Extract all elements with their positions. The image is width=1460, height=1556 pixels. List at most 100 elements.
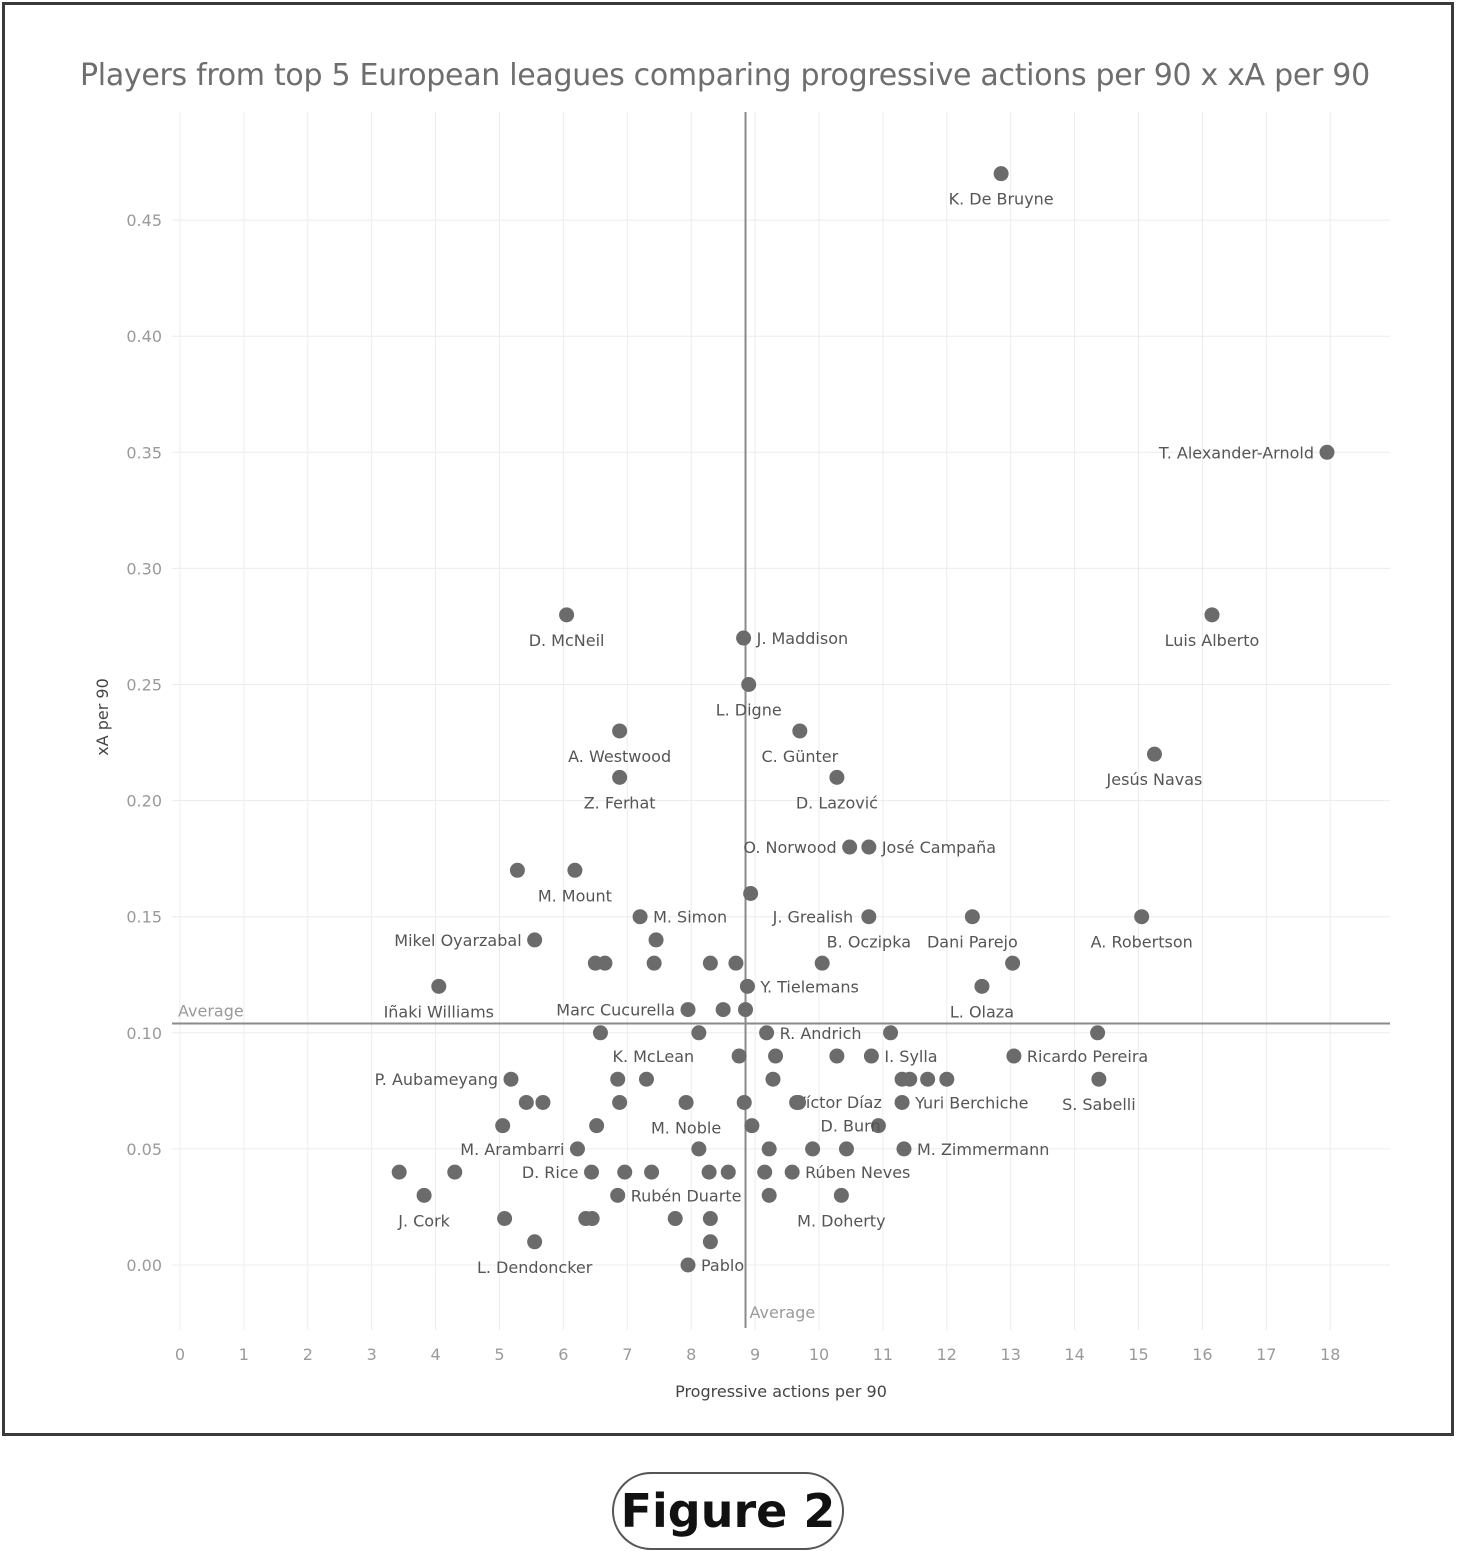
- data-point: [584, 1211, 600, 1227]
- data-point: [667, 1211, 683, 1227]
- y-tick-label: 0.40: [126, 327, 162, 346]
- data-point: [791, 1094, 807, 1110]
- point-label: Z. Ferhat: [584, 793, 656, 812]
- point-label: Y. Tielemans: [759, 977, 858, 996]
- data-point: [678, 1094, 694, 1110]
- y-tick-label: 0.20: [126, 792, 162, 811]
- point-label: T. Alexander-Arnold: [1158, 443, 1314, 462]
- data-point: [761, 1141, 777, 1157]
- point-label: L. Digne: [716, 701, 782, 720]
- x-tick-label: 11: [873, 1345, 893, 1364]
- data-point: [648, 932, 664, 948]
- x-axis-title: Progressive actions per 90: [675, 1382, 887, 1401]
- data-point: [416, 1187, 432, 1203]
- data-point: [861, 839, 877, 855]
- data-point: [805, 1141, 821, 1157]
- point-label: Mikel Oyarzabal: [394, 931, 521, 950]
- point-label: J. Cork: [397, 1211, 450, 1230]
- data-point: [612, 769, 628, 785]
- data-point: [431, 978, 447, 994]
- data-point: [584, 1164, 600, 1180]
- data-point: [744, 1118, 760, 1134]
- data-point: [715, 1002, 731, 1018]
- x-tick-label: 1: [239, 1345, 249, 1364]
- x-tick-label: 5: [494, 1345, 504, 1364]
- data-point: [680, 1002, 696, 1018]
- data-point: [896, 1141, 912, 1157]
- point-label: Víctor Díaz: [795, 1093, 882, 1112]
- x-tick-label: 10: [809, 1345, 829, 1364]
- figure-label: Figure 2: [612, 1472, 844, 1550]
- data-point: [993, 166, 1009, 182]
- point-label: D. Lazović: [796, 793, 878, 812]
- data-point: [638, 1071, 654, 1087]
- data-point: [503, 1071, 519, 1087]
- data-point: [610, 1071, 626, 1087]
- data-point: [559, 607, 575, 623]
- x-tick-label: 0: [175, 1345, 185, 1364]
- chart-title: Players from top 5 European leagues comp…: [80, 58, 1370, 93]
- point-label: O. Norwood: [743, 838, 836, 857]
- x-tick-label: 4: [431, 1345, 441, 1364]
- data-point: [833, 1187, 849, 1203]
- x-tick-label: 18: [1320, 1345, 1340, 1364]
- x-tick-label: 3: [367, 1345, 377, 1364]
- y-tick-label: 0.45: [126, 211, 162, 230]
- data-point: [1319, 444, 1335, 460]
- data-point: [883, 1025, 899, 1041]
- data-point: [1146, 746, 1162, 762]
- point-label: Yuri Berchiche: [914, 1093, 1028, 1112]
- point-label: M. Noble: [651, 1118, 721, 1137]
- data-point: [792, 723, 808, 739]
- point-label: P. Aubameyang: [375, 1070, 498, 1089]
- point-label: C. Günter: [761, 747, 838, 766]
- data-point: [527, 932, 543, 948]
- data-point: [739, 978, 755, 994]
- data-point: [612, 723, 628, 739]
- point-label: K. McLean: [612, 1047, 694, 1066]
- data-point: [391, 1164, 407, 1180]
- data-point: [738, 1002, 754, 1018]
- data-point: [702, 1234, 718, 1250]
- data-point: [829, 769, 845, 785]
- data-point: [497, 1211, 513, 1227]
- data-point: [757, 1164, 773, 1180]
- x-tick-label: 15: [1128, 1345, 1148, 1364]
- data-point: [680, 1257, 696, 1273]
- point-label: B. Oczipka: [827, 933, 911, 952]
- data-point: [768, 1048, 784, 1064]
- point-label: Jesús Navas: [1106, 770, 1203, 789]
- data-point: [535, 1094, 551, 1110]
- point-label: I. Sylla: [884, 1047, 937, 1066]
- data-point: [1204, 607, 1220, 623]
- data-point: [702, 1211, 718, 1227]
- data-point: [518, 1094, 534, 1110]
- data-point: [838, 1141, 854, 1157]
- data-point: [597, 955, 613, 971]
- data-point: [495, 1118, 511, 1134]
- data-point: [1090, 1025, 1106, 1041]
- data-point: [761, 1187, 777, 1203]
- data-point: [842, 839, 858, 855]
- point-label: Pablo: [701, 1256, 744, 1275]
- data-point: [736, 630, 752, 646]
- data-point: [765, 1071, 781, 1087]
- x-tick-label: 2: [303, 1345, 313, 1364]
- data-point: [894, 1094, 910, 1110]
- point-label: Iñaki Williams: [384, 1002, 494, 1021]
- data-point: [920, 1071, 936, 1087]
- data-point: [509, 862, 525, 878]
- y-tick-label: 0.30: [126, 559, 162, 578]
- point-label: Rubén Duarte: [631, 1186, 742, 1205]
- data-point: [644, 1164, 660, 1180]
- data-point: [589, 1118, 605, 1134]
- point-label: D. Rice: [522, 1163, 579, 1182]
- data-point: [691, 1141, 707, 1157]
- data-point: [741, 677, 757, 692]
- data-point: [1005, 955, 1021, 971]
- y-tick-label: 0.15: [126, 908, 162, 927]
- point-label: R. Andrich: [780, 1024, 862, 1043]
- data-point: [743, 885, 759, 901]
- x-tick-label: 13: [1001, 1345, 1021, 1364]
- y-tick-label: 0.05: [126, 1140, 162, 1159]
